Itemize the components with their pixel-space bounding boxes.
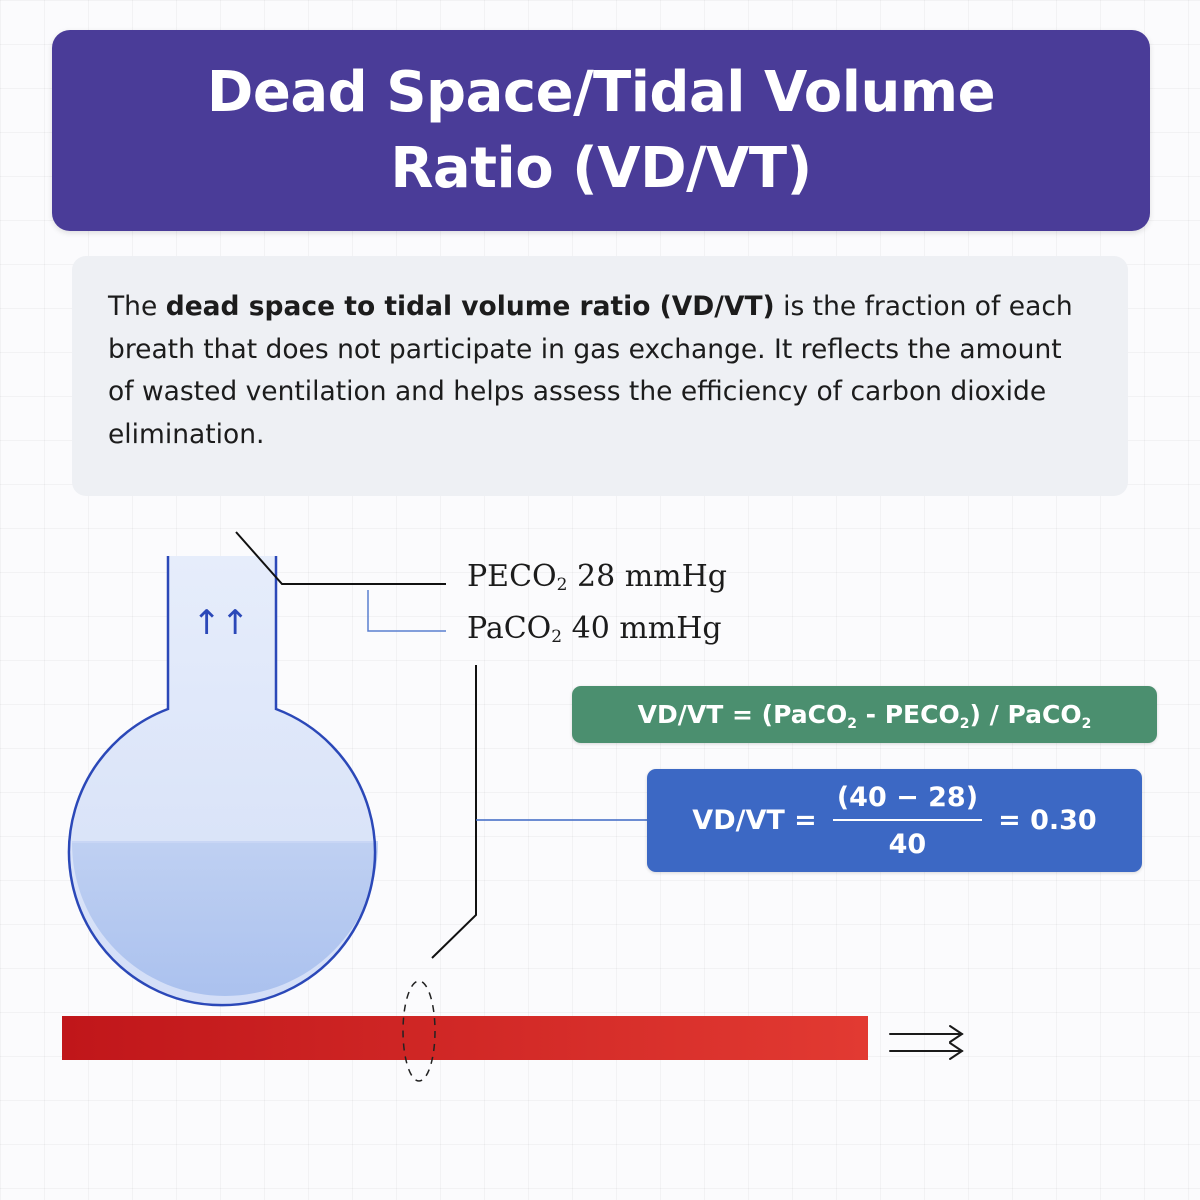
- blood-vessel: [62, 1016, 868, 1060]
- peco2-leader-line: [235, 531, 446, 585]
- double-right-arrow-icon: [889, 1025, 964, 1060]
- sample-site-marker: [402, 980, 436, 1082]
- formula-sub-2: 2: [959, 716, 970, 732]
- calc-lhs: VD/VT =: [692, 805, 817, 836]
- general-formula-box: VD/VT = (PaCO2 - PECO2) / PaCO2: [572, 686, 1157, 743]
- formula-part-2: - PECO: [856, 700, 960, 729]
- peco2-subscript: 2: [556, 575, 568, 595]
- flask-outline: [67, 556, 377, 1007]
- flask-liquid: [72, 842, 378, 996]
- paco2-subscript: 2: [551, 627, 563, 647]
- formula-part-1: VD/VT = (PaCO: [637, 700, 848, 729]
- capillary: [62, 980, 868, 1082]
- formula-sub-3: 2: [1081, 716, 1092, 732]
- leader-lines: [235, 531, 647, 959]
- calc-result: = 0.30: [998, 805, 1097, 836]
- description-card: The dead space to tidal volume ratio (VD…: [72, 256, 1128, 496]
- title-line-2: Ratio (VD/VT): [390, 135, 812, 201]
- formula-part-3: ) / PaCO: [969, 700, 1082, 729]
- up-arrows-icon: ↑↑: [193, 603, 250, 643]
- paco2-leader-line: [367, 590, 446, 632]
- title-line-1: Dead Space/Tidal Volume: [206, 59, 996, 125]
- title-banner: Dead Space/Tidal Volume Ratio (VD/VT): [52, 30, 1150, 231]
- paco2-label: PaCO2 40 mmHg: [467, 611, 722, 646]
- alveolus-flask: ↑↑: [67, 556, 378, 1007]
- calc-numerator: (40 − 28): [832, 782, 983, 821]
- description-text: The dead space to tidal volume ratio (VD…: [108, 286, 1092, 456]
- blood-leader-line: [431, 665, 477, 959]
- peco2-prefix: PECO: [467, 559, 557, 594]
- calculation-box: VD/VT = (40 − 28) 40 = 0.30: [647, 769, 1142, 872]
- description-body: is the fraction of each breath that does…: [108, 291, 1073, 450]
- formula-sub-1: 2: [847, 716, 857, 732]
- description-bold-term: dead space to tidal volume ratio (VD/VT): [165, 291, 775, 322]
- page-title: Dead Space/Tidal Volume Ratio (VD/VT): [121, 55, 1081, 207]
- calc-fraction: (40 − 28) 40: [832, 782, 983, 860]
- description-lead: The: [108, 291, 166, 322]
- calc-denominator: 40: [888, 828, 927, 860]
- peco2-label: PECO2 28 mmHg: [467, 559, 727, 594]
- paco2-prefix: PaCO: [467, 611, 552, 646]
- peco2-value: 28 mmHg: [567, 559, 727, 594]
- paco2-value: 40 mmHg: [562, 611, 722, 646]
